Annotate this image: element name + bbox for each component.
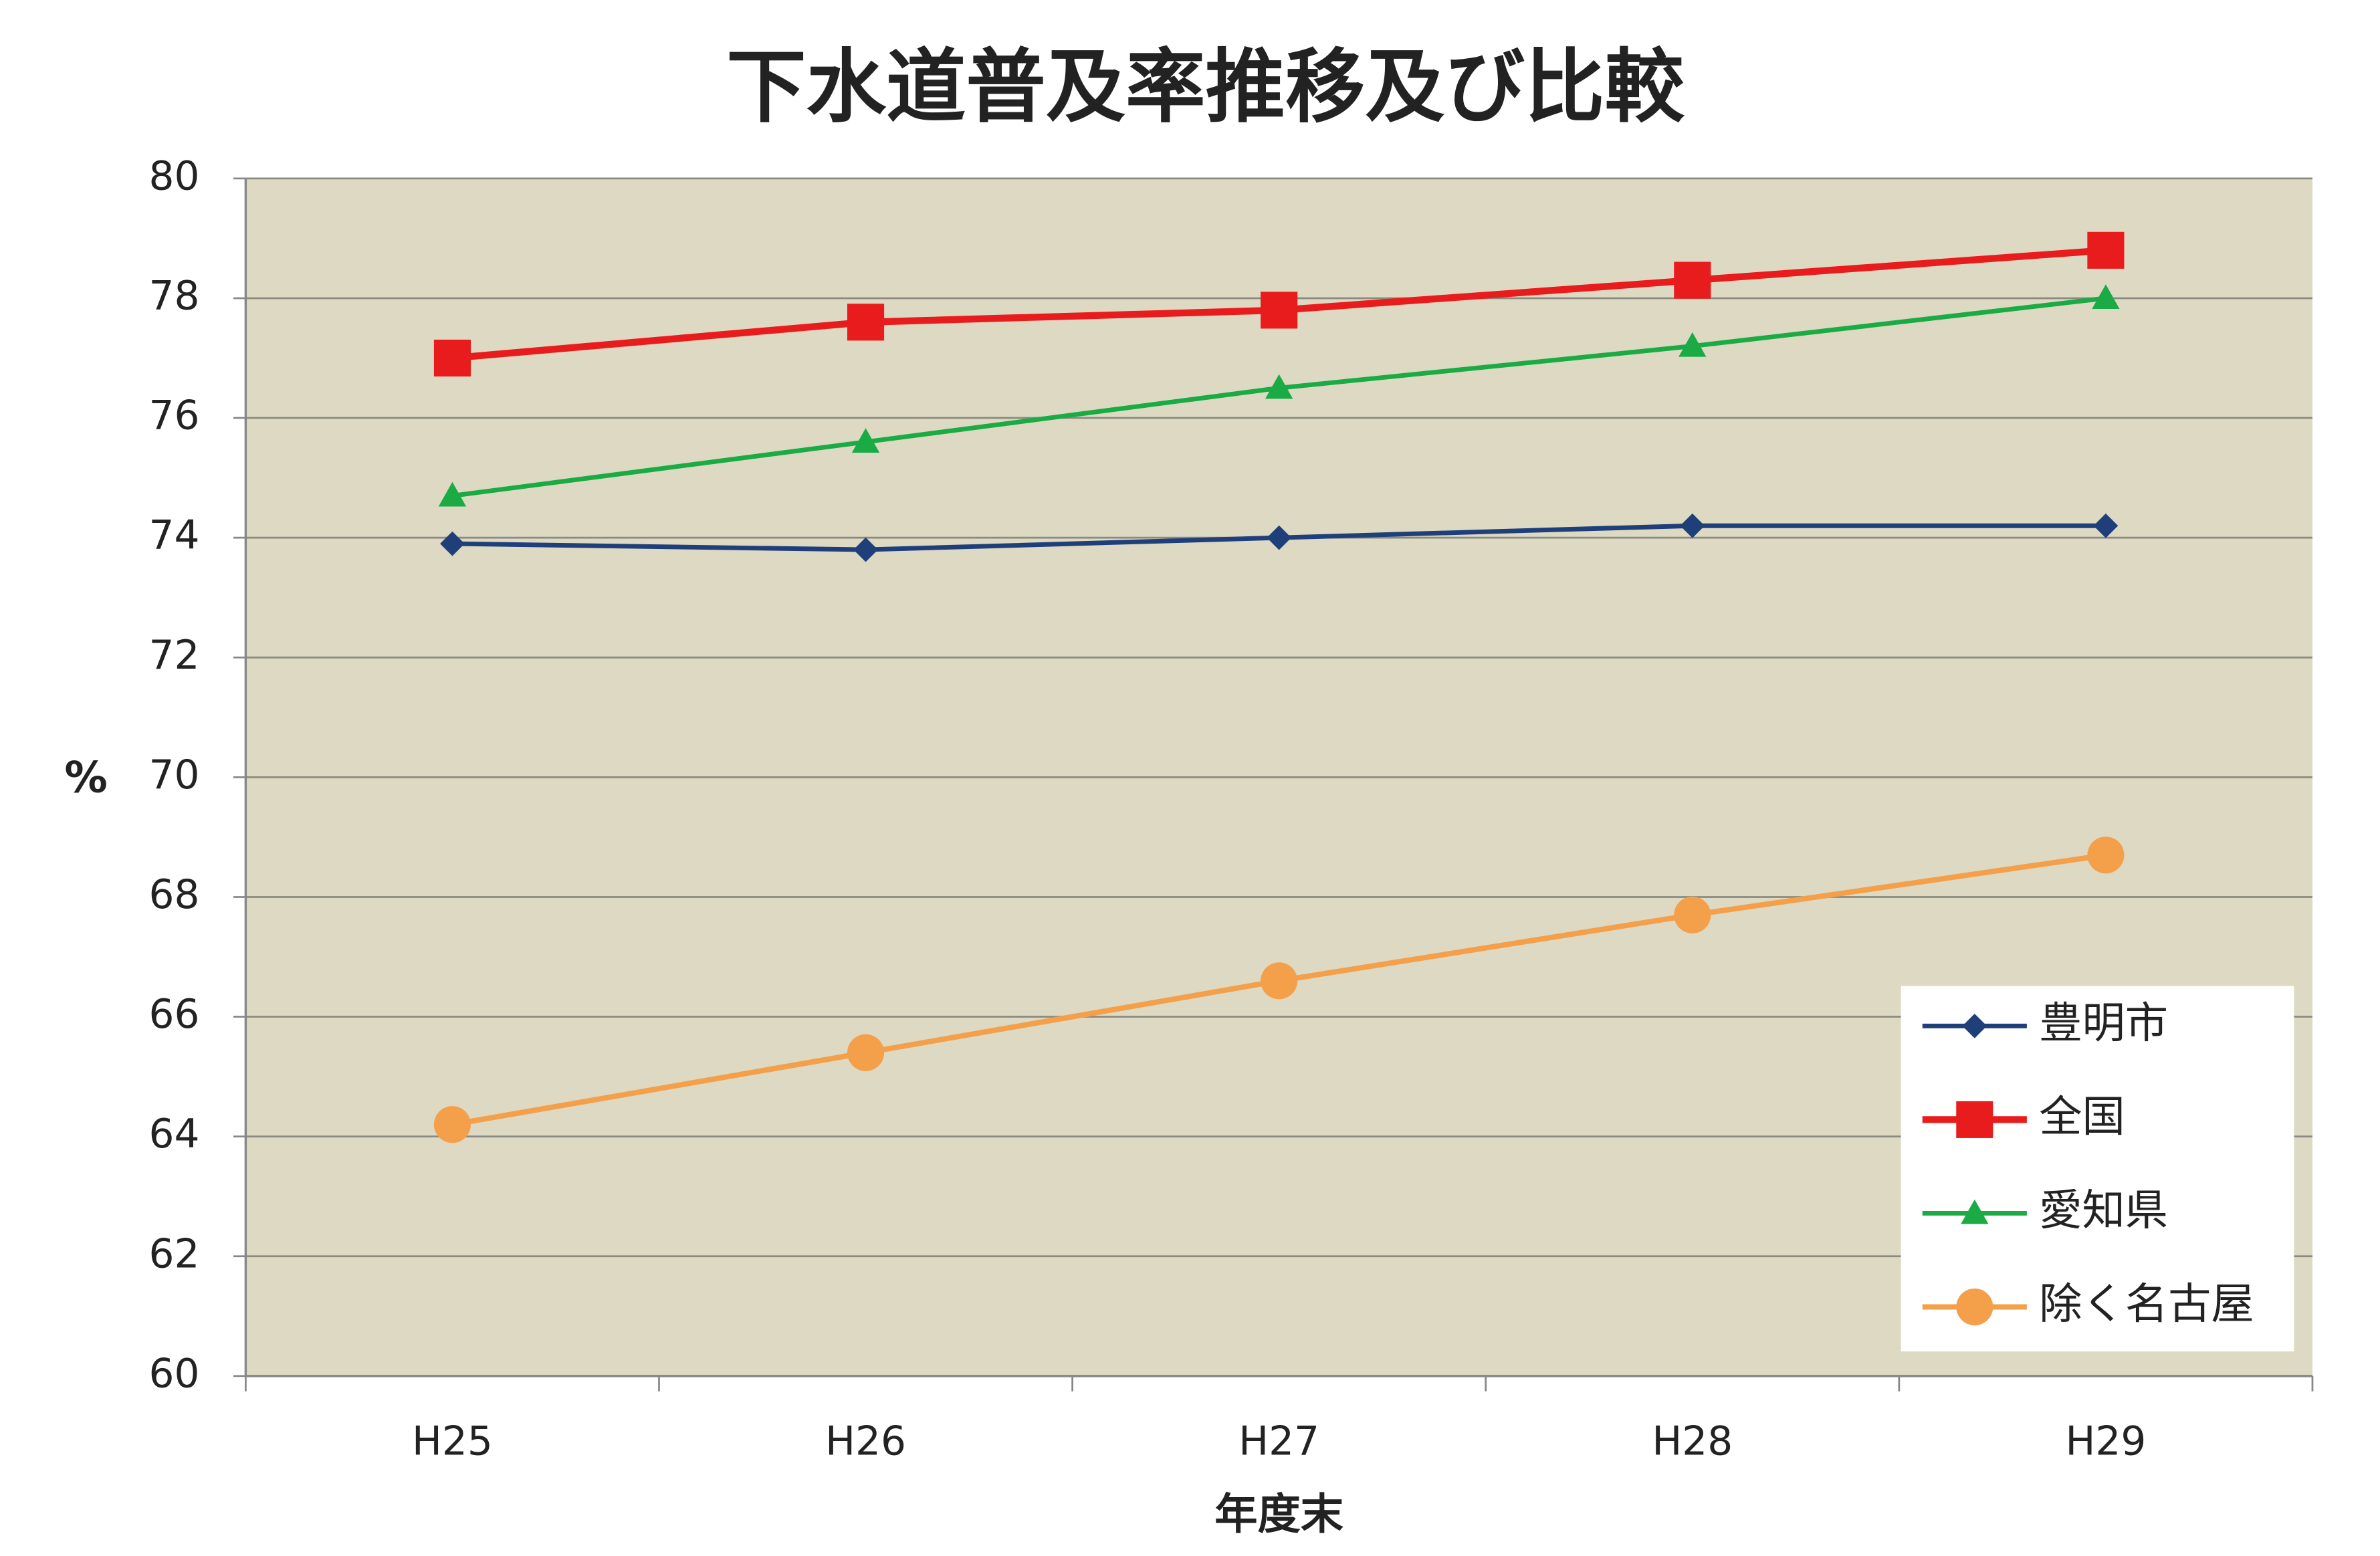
- x-tick-label: H25: [412, 1418, 493, 1464]
- x-tick-label: H27: [1238, 1418, 1319, 1464]
- marker: [433, 1106, 471, 1143]
- y-axis-label: %: [64, 753, 107, 803]
- legend-label: 全国: [2039, 1092, 2125, 1142]
- x-tick-label: H29: [2065, 1418, 2146, 1464]
- marker: [1961, 1199, 1989, 1224]
- x-tick-label: H26: [825, 1418, 906, 1464]
- marker: [851, 428, 880, 453]
- y-tick-label: 74: [149, 513, 200, 559]
- marker: [1956, 1288, 1993, 1326]
- y-tick-label: 62: [149, 1231, 200, 1277]
- marker: [2092, 284, 2120, 310]
- y-tick-label: 64: [149, 1111, 200, 1157]
- marker: [1674, 261, 1711, 299]
- y-tick-label: 76: [149, 393, 200, 439]
- x-axis-label: 年度末: [1214, 1490, 1344, 1540]
- marker: [438, 481, 467, 507]
- marker: [847, 1034, 885, 1071]
- y-tick-label: 66: [149, 992, 200, 1038]
- y-tick-label: 72: [149, 633, 200, 679]
- marker: [1956, 1101, 1993, 1138]
- x-tick-label: H28: [1652, 1418, 1733, 1464]
- marker: [1261, 962, 1298, 1000]
- marker: [847, 304, 885, 341]
- legend-label: 豊明市: [2039, 998, 2168, 1048]
- marker: [1674, 896, 1711, 933]
- marker: [853, 537, 878, 562]
- marker: [1261, 292, 1298, 329]
- y-tick-label: 60: [149, 1351, 200, 1397]
- marker: [440, 531, 465, 556]
- y-tick-label: 68: [149, 872, 200, 918]
- legend-label: 愛知県: [2039, 1186, 2168, 1236]
- marker: [1679, 332, 1707, 357]
- marker: [2087, 837, 2125, 874]
- legend-label: 除く名古屋: [2039, 1279, 2254, 1329]
- marker: [1962, 1013, 1987, 1038]
- marker: [2093, 513, 2119, 538]
- chart-title: 下水道普及率推移及び比較: [726, 41, 1685, 134]
- y-tick-label: 80: [149, 153, 200, 199]
- marker: [433, 339, 471, 377]
- y-tick-label: 70: [149, 752, 200, 798]
- marker: [2087, 231, 2125, 269]
- marker: [1267, 525, 1292, 550]
- y-tick-label: 78: [149, 273, 200, 320]
- marker: [1265, 374, 1293, 399]
- marker: [1680, 513, 1705, 538]
